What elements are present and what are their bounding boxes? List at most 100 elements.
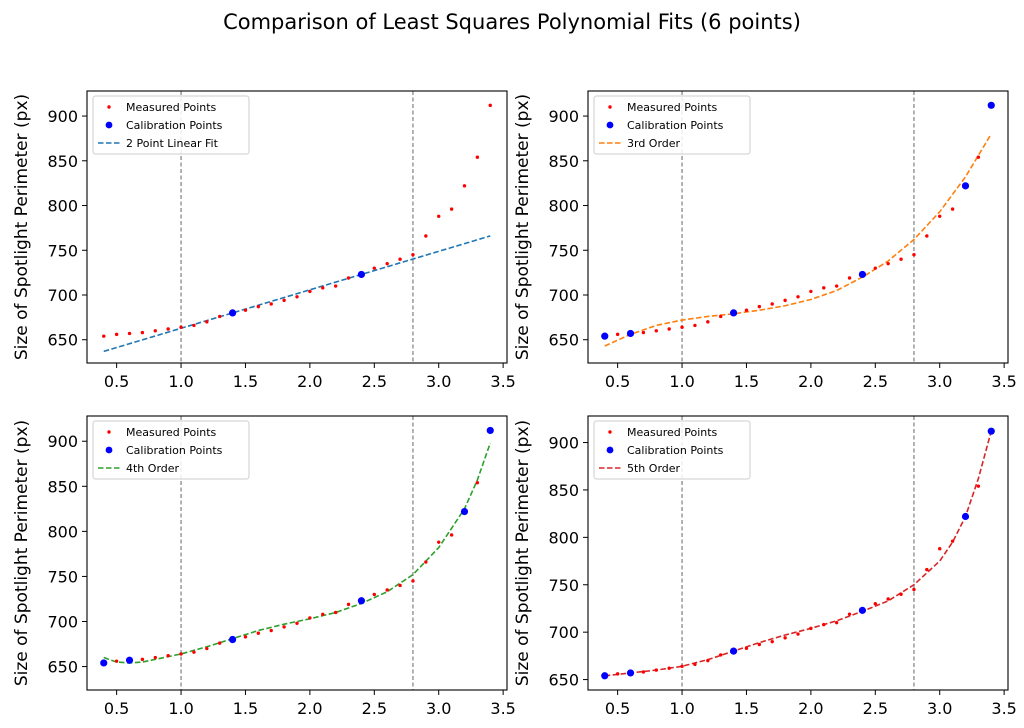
bottom-right-xtick-label: 1.0 [669, 699, 694, 718]
bottom-right-calibration-point [961, 512, 970, 521]
top-right-measured-point [899, 257, 903, 261]
top-left-legend-box [92, 95, 250, 155]
top-left-measured-point [411, 253, 415, 257]
bottom-left-measured-point [333, 610, 338, 615]
bottom-left-xtick-label: 2.0 [297, 699, 322, 718]
bottom-left-calibration-point [228, 635, 237, 644]
bottom-right-panel: 0.5 1.0 1.5 2.0 2.5 3.0 3.5 650 700 750 800 850 900 S… [513, 415, 1017, 718]
bottom-left-measured-point [475, 480, 480, 485]
top-right-measured-point [667, 327, 671, 331]
bottom-left-xtick-label: 1.5 [233, 699, 258, 718]
top-right-ytick-label: 700 [548, 286, 579, 305]
top-right-xtick-label: 3.0 [927, 372, 952, 391]
bottom-right-measured-point [641, 670, 646, 674]
bottom-left-measured-point [114, 659, 119, 663]
top-left-measured-point [114, 332, 119, 337]
top-left-measured-point [295, 295, 299, 299]
top-left-measured-point [243, 308, 248, 312]
top-right-measured-point [809, 289, 813, 294]
top-right-fit-line [604, 133, 992, 347]
bottom-right-measured-point [976, 484, 981, 488]
top-left-plot-area [102, 91, 492, 363]
top-right-measured-point [847, 276, 852, 280]
bottom-left-calibration-point [125, 656, 134, 664]
top-left-measured-point [205, 320, 209, 324]
bottom-left-calibration-point [460, 507, 469, 516]
top-right-measured-point [654, 329, 658, 333]
bottom-right-xtick-label: 3.0 [927, 699, 952, 718]
top-left-xtick-label: 1.0 [168, 372, 193, 391]
top-left-xtick-label: 1.5 [233, 372, 258, 391]
top-right-measured-point [744, 308, 749, 312]
bottom-left-measured-point [321, 612, 325, 616]
top-right-calibration-point [961, 182, 970, 190]
top-right-measured-point [796, 295, 800, 299]
top-left-ytick-label: 650 [47, 331, 78, 350]
top-left-measured-point [321, 286, 325, 290]
bottom-right-ytick-label: 750 [548, 576, 579, 595]
top-right-measured-point [925, 234, 929, 238]
bottom-left-ytick-label: 850 [47, 477, 78, 496]
bottom-right-measured-point [744, 646, 749, 650]
bottom-right-measured-point [693, 662, 697, 667]
bottom-right-calibration-point [626, 669, 635, 677]
bottom-right-measured-point [834, 620, 839, 625]
top-left-legend-label: 2 Point Linear Fit [126, 137, 219, 150]
top-left-ytick-label: 800 [47, 197, 78, 216]
bottom-right-ytick-label: 700 [548, 623, 579, 642]
top-right-xtick-label: 1.0 [669, 372, 694, 391]
bottom-left-plot-area [100, 416, 494, 690]
top-left-ytick-label: 850 [47, 152, 78, 171]
bottom-right-axes-frame [587, 415, 1009, 691]
bottom-right-legend-marker-measured [608, 430, 612, 434]
top-left-measured-point [269, 302, 273, 306]
bottom-left-legend-box [92, 420, 250, 480]
top-left-measured-point [153, 329, 157, 333]
top-left-ylabel: Size of Spotlight Perimeter (px) [12, 94, 32, 360]
top-right-xtick-label: 1.5 [734, 372, 759, 391]
bottom-right-ytick-label: 850 [548, 481, 579, 500]
bottom-left-measured-point [243, 635, 248, 639]
top-right-legend-label: 3rd Order [627, 137, 681, 150]
top-right-calibration-point [987, 101, 995, 109]
top-left-legend-marker-measured [107, 105, 111, 109]
top-right-xtick-label: 2.5 [863, 372, 888, 391]
bottom-left-calibration-point [357, 597, 366, 605]
top-right-ytick-label: 900 [548, 107, 579, 126]
bottom-right-measured-point [925, 567, 929, 572]
bottom-right-calibration-point [987, 427, 995, 435]
top-right-measured-point [680, 325, 684, 329]
top-right-measured-point [938, 214, 942, 218]
bottom-left-axes-frame [86, 415, 508, 691]
bottom-left-xtick-label: 3.5 [490, 699, 515, 718]
top-left-measured-point [424, 234, 428, 238]
bottom-right-measured-point [912, 587, 916, 592]
top-left-fit-line [103, 235, 491, 353]
bottom-left-fit-line [103, 442, 492, 664]
bottom-left-measured-point [166, 654, 170, 658]
bottom-left-ytick-label: 700 [47, 613, 78, 632]
top-right-measured-point [770, 302, 774, 306]
bottom-right-legend: Measured Points Calibration Points 5th Ord… [593, 420, 751, 480]
top-right-legend-box [593, 95, 751, 155]
top-left-measured-point [346, 276, 351, 280]
bottom-left-measured-point [308, 616, 312, 620]
bottom-right-measured-point [615, 672, 620, 676]
top-left-measured-point [333, 284, 338, 288]
bottom-right-measured-point [809, 626, 813, 631]
top-right-measured-point [641, 330, 646, 335]
bottom-right-measured-point [718, 653, 723, 657]
top-left-xtick-label: 3.0 [426, 372, 451, 391]
top-left-measured-point [449, 207, 454, 211]
top-left-xtick-label: 0.5 [104, 372, 129, 391]
bottom-left-measured-point [385, 588, 389, 592]
top-left-measured-point [217, 314, 222, 319]
bottom-left-ytick-label: 650 [47, 658, 78, 677]
bottom-left-calibration-point [100, 659, 108, 667]
bottom-left-xtick-label: 3.0 [426, 699, 451, 718]
top-right-ytick-label: 850 [548, 152, 579, 171]
top-left-measured-point [462, 184, 467, 188]
bottom-left-measured-point [372, 592, 377, 597]
top-left-legend-label: Calibration Points [126, 119, 223, 132]
bottom-right-xtick-label: 2.0 [798, 699, 823, 718]
